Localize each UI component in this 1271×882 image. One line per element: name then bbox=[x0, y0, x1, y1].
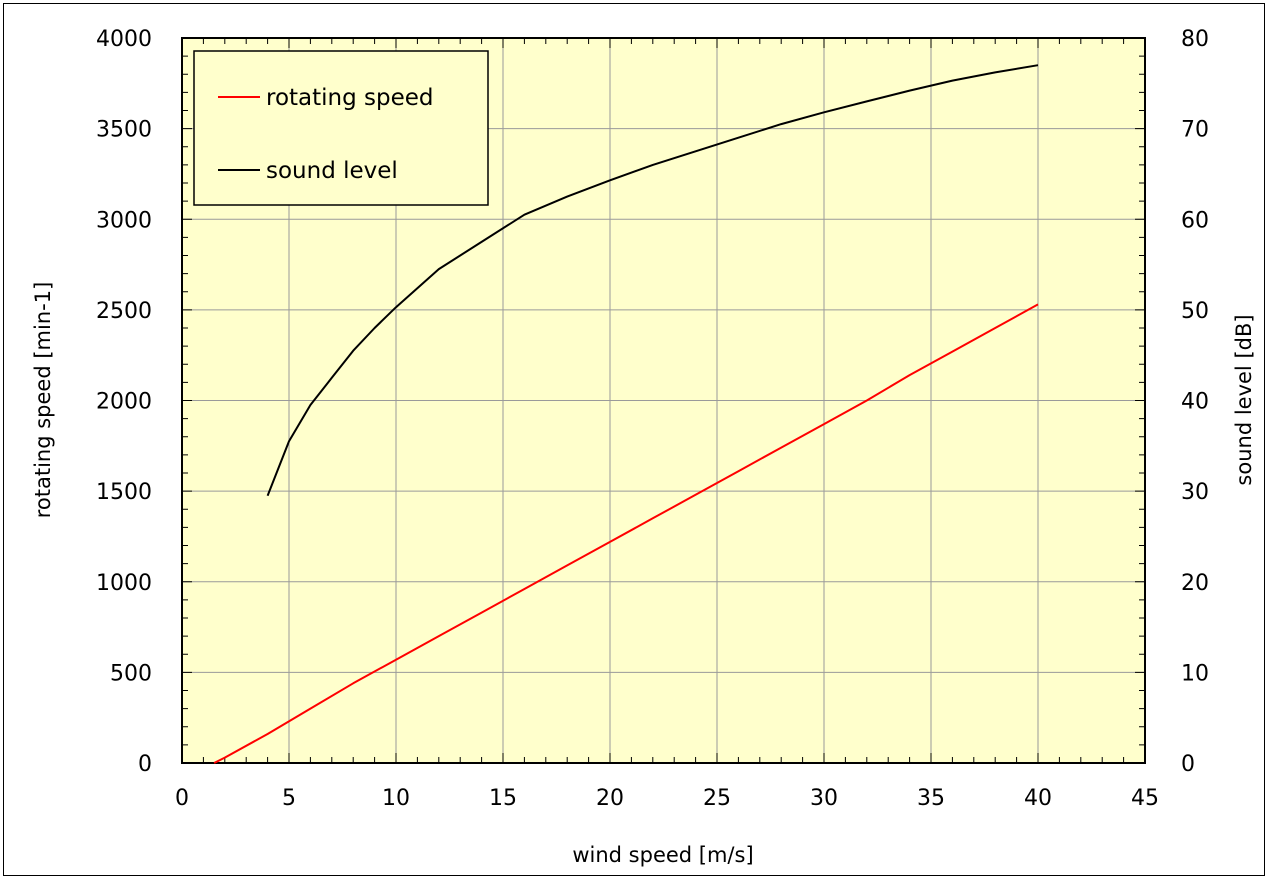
y-right-tick-label: 70 bbox=[1181, 118, 1209, 143]
x-tick-label: 30 bbox=[810, 786, 838, 811]
y-right-tick-label: 80 bbox=[1181, 27, 1209, 52]
y-left-tick-label: 1000 bbox=[96, 571, 152, 596]
y-left-tick-label: 1500 bbox=[96, 480, 152, 505]
y-right-tick-label: 20 bbox=[1181, 571, 1209, 596]
x-tick-labels: 0 5 10 15 20 25 30 35 40 45 bbox=[175, 786, 1159, 811]
y-left-tick-label: 2500 bbox=[96, 299, 152, 324]
x-tick-label: 0 bbox=[175, 786, 189, 811]
y-left-tick-label: 500 bbox=[110, 661, 152, 686]
y-left-tick-label: 4000 bbox=[96, 27, 152, 52]
y-left-tick-labels: 0 500 1000 1500 2000 2500 3000 3500 4000 bbox=[96, 27, 152, 777]
series-line-sound-level bbox=[266, 64, 1039, 497]
series-line-rotating-speed bbox=[213, 303, 1039, 764]
x-axis-title: wind speed [m/s] bbox=[572, 843, 753, 867]
y-left-tick-label: 2000 bbox=[96, 390, 152, 415]
series-group bbox=[213, 64, 1039, 764]
y-right-tick-label: 30 bbox=[1181, 480, 1209, 505]
y-left-tick-label: 0 bbox=[138, 752, 152, 777]
x-tick-label: 5 bbox=[282, 786, 296, 811]
legend-box bbox=[193, 50, 489, 206]
legend-label-rotating-speed: rotating speed bbox=[266, 85, 434, 111]
x-tick-label: 45 bbox=[1131, 786, 1159, 811]
plot-border bbox=[181, 37, 1146, 764]
y-right-axis-title: sound level [dB] bbox=[1232, 314, 1256, 485]
y-right-tick-label: 60 bbox=[1181, 208, 1209, 233]
legend-label-sound-level: sound level bbox=[266, 158, 398, 184]
x-tick-label: 25 bbox=[703, 786, 731, 811]
y-right-tick-label: 10 bbox=[1181, 661, 1209, 686]
y-left-tick-label: 3000 bbox=[96, 208, 152, 233]
y-left-tick-label: 3500 bbox=[96, 118, 152, 143]
x-tick-label: 20 bbox=[596, 786, 624, 811]
x-tick-label: 10 bbox=[382, 786, 410, 811]
y-right-tick-label: 50 bbox=[1181, 299, 1209, 324]
x-tick-label: 35 bbox=[917, 786, 945, 811]
x-tick-label: 40 bbox=[1024, 786, 1052, 811]
grid bbox=[182, 38, 1145, 763]
y-right-tick-label: 40 bbox=[1181, 390, 1209, 415]
y-right-tick-label: 0 bbox=[1181, 752, 1195, 777]
y-right-tick-labels: 0 10 20 30 40 50 60 70 80 bbox=[1181, 27, 1209, 777]
legend: rotating speed sound level bbox=[193, 50, 489, 206]
y-left-axis-title: rotating speed [min-1] bbox=[31, 282, 55, 519]
x-tick-label: 15 bbox=[489, 786, 517, 811]
